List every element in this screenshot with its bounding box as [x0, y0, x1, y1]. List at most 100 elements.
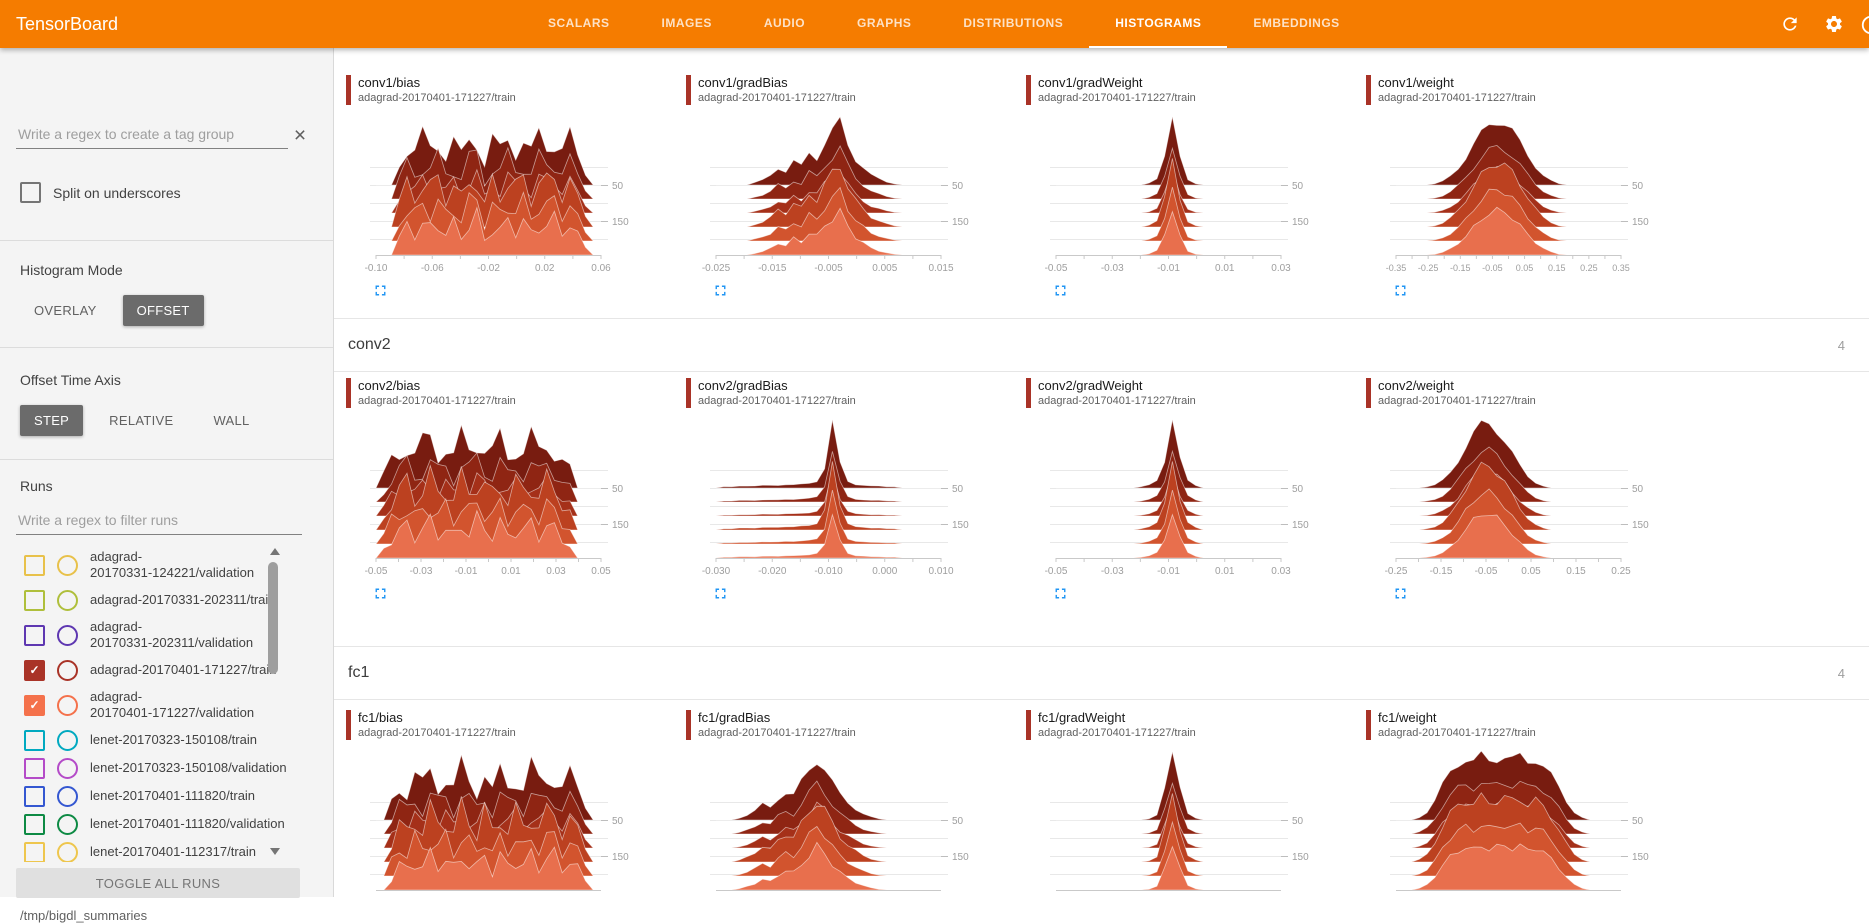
run-item[interactable]: ✓ adagrad-20170401-171227/train — [0, 656, 333, 684]
run-checkbox[interactable] — [24, 757, 45, 779]
run-item[interactable]: adagrad-20170331-202311/train — [0, 586, 333, 614]
histogram-card: conv1/weight adagrad-20170401-171227/trai… — [1366, 75, 1696, 299]
histogram-chart[interactable]: 50 150 -0.030 -0.020 -0.010 0.000 0.010 — [686, 413, 1016, 585]
run-checkbox[interactable] — [24, 813, 45, 835]
tag-group-header-conv2[interactable]: conv2 4 — [334, 318, 1869, 372]
svg-text:50: 50 — [1632, 484, 1644, 495]
run-item[interactable]: lenet-20170401-111820/train — [0, 782, 333, 810]
scroll-up-arrow-icon[interactable] — [270, 548, 280, 555]
run-radio[interactable] — [57, 659, 78, 681]
run-radio[interactable] — [57, 841, 78, 862]
tab-scalars[interactable]: SCALARS — [548, 16, 610, 30]
fullscreen-icon[interactable] — [372, 282, 389, 299]
histogram-chart[interactable]: 50 150 — [1026, 745, 1356, 897]
card-header: conv1/weight adagrad-20170401-171227/trai… — [1366, 75, 1696, 105]
tab-audio[interactable]: AUDIO — [763, 16, 806, 30]
mode-offset-button[interactable]: OFFSET — [122, 295, 204, 326]
axis-step-button[interactable]: STEP — [20, 405, 84, 436]
fullscreen-icon[interactable] — [1052, 585, 1069, 602]
run-radio[interactable] — [57, 589, 78, 611]
run-radio[interactable] — [57, 729, 78, 751]
settings-gear-icon[interactable] — [1824, 14, 1844, 34]
runs-filter-input[interactable] — [16, 508, 302, 535]
split-underscores-row[interactable]: Split on underscores — [20, 182, 181, 203]
card-tag-title: fc1/gradWeight — [1038, 710, 1126, 725]
histogram-chart[interactable]: 50 150 -0.025 -0.015 -0.005 0.005 0.015 — [686, 110, 1016, 282]
tab-histograms[interactable]: HISTOGRAMS — [1089, 0, 1228, 48]
run-item[interactable]: lenet-20170401-112317/train — [0, 838, 333, 862]
run-checkbox[interactable]: ✓ — [24, 659, 45, 681]
histogram-chart[interactable]: 50 150 -0.35 -0.25 -0.15 -0.05 0.05 0.15 0.25 0.3… — [1366, 110, 1696, 282]
histogram-chart[interactable]: 50 150 -0.25 -0.15 -0.05 0.05 0.15 0.25 — [1366, 413, 1696, 585]
tab-images[interactable]: IMAGES — [661, 16, 712, 30]
run-checkbox[interactable] — [24, 624, 45, 646]
fullscreen-icon[interactable] — [1052, 282, 1069, 299]
run-item[interactable]: adagrad- 20170331-124221/validation — [0, 544, 333, 586]
run-checkbox[interactable] — [24, 589, 45, 611]
clear-icon[interactable]: × — [293, 123, 307, 147]
tag-group-regex-input[interactable] — [16, 122, 288, 149]
run-checkbox[interactable] — [24, 729, 45, 751]
histogram-chart[interactable]: 50 150 — [346, 745, 676, 897]
svg-text:150: 150 — [952, 852, 969, 863]
run-radio[interactable] — [57, 554, 78, 576]
help-icon[interactable] — [1860, 14, 1869, 34]
fullscreen-icon[interactable] — [1392, 585, 1409, 602]
tab-embeddings[interactable]: EMBEDDINGS — [1253, 16, 1340, 30]
refresh-icon[interactable] — [1780, 14, 1800, 34]
card-run-name: adagrad-20170401-171227/train — [698, 92, 856, 104]
histogram-card: conv2/gradBias adagrad-20170401-171227/tr… — [686, 378, 1016, 602]
run-item[interactable]: ✓ adagrad- 20170401-171227/validation — [0, 684, 333, 726]
tab-distributions[interactable]: DISTRIBUTIONS — [963, 16, 1064, 30]
card-header: conv2/gradBias adagrad-20170401-171227/tr… — [686, 378, 1016, 408]
run-item[interactable]: lenet-20170323-150108/validation — [0, 754, 333, 782]
runs-filter-row — [16, 508, 302, 535]
axis-wall-button[interactable]: WALL — [213, 413, 250, 428]
toggle-all-runs-button[interactable]: TOGGLE ALL RUNS — [16, 868, 300, 898]
run-checkbox[interactable] — [24, 554, 45, 576]
histogram-card: conv1/bias adagrad-20170401-171227/train 5… — [346, 75, 676, 299]
histogram-chart[interactable]: 50 150 -0.10 -0.06 -0.02 0.02 0.06 — [346, 110, 676, 282]
histogram-chart[interactable]: 50 150 — [1366, 745, 1696, 897]
run-radio[interactable] — [57, 785, 78, 807]
tag-group-header-fc1[interactable]: fc1 4 — [334, 646, 1869, 700]
histogram-chart[interactable]: 50 150 -0.05 -0.03 -0.01 0.01 0.03 0.05 — [346, 413, 676, 585]
fullscreen-icon[interactable] — [712, 585, 729, 602]
histogram-chart[interactable]: 50 150 — [686, 745, 1016, 897]
card-tag-title: conv1/weight — [1378, 75, 1454, 90]
run-radio[interactable] — [57, 624, 78, 646]
chart-container: 50 150 — [1026, 745, 1356, 897]
run-radio[interactable] — [57, 694, 78, 716]
svg-text:-0.01: -0.01 — [1157, 263, 1180, 274]
run-radio[interactable] — [57, 757, 78, 779]
split-underscores-checkbox[interactable] — [20, 182, 41, 203]
card-header: fc1/weight adagrad-20170401-171227/train — [1366, 710, 1696, 740]
fullscreen-icon[interactable] — [1392, 282, 1409, 299]
fullscreen-icon[interactable] — [712, 282, 729, 299]
histogram-mode-buttons: OVERLAY OFFSET — [20, 295, 216, 326]
svg-text:-0.03: -0.03 — [1101, 263, 1124, 274]
run-checkbox[interactable]: ✓ — [24, 694, 45, 716]
histogram-chart[interactable]: 50 150 -0.05 -0.03 -0.01 0.01 0.03 — [1026, 413, 1356, 585]
svg-text:-0.25: -0.25 — [1418, 263, 1439, 273]
run-color-bar — [686, 710, 691, 740]
mode-overlay-button[interactable]: OVERLAY — [34, 303, 97, 318]
axis-relative-button[interactable]: RELATIVE — [109, 413, 174, 428]
run-item[interactable]: lenet-20170323-150108/train — [0, 726, 333, 754]
histogram-chart[interactable]: 50 150 -0.05 -0.03 -0.01 0.01 0.03 — [1026, 110, 1356, 282]
svg-text:150: 150 — [1632, 217, 1649, 228]
tab-graphs[interactable]: GRAPHS — [857, 16, 912, 30]
scroll-down-arrow-icon[interactable] — [270, 848, 280, 855]
tag-group-count: 4 — [1837, 665, 1845, 681]
histogram-card: conv2/bias adagrad-20170401-171227/train 5… — [346, 378, 676, 602]
run-checkbox[interactable] — [24, 785, 45, 807]
run-radio[interactable] — [57, 813, 78, 835]
run-item[interactable]: adagrad- 20170331-202311/validation — [0, 614, 333, 656]
tag-group-cards-conv2: conv2/bias adagrad-20170401-171227/train 5… — [334, 378, 1869, 602]
run-checkbox[interactable] — [24, 841, 45, 862]
fullscreen-icon[interactable] — [372, 585, 389, 602]
run-item[interactable]: lenet-20170401-111820/validation — [0, 810, 333, 838]
scrollbar-thumb[interactable] — [268, 562, 278, 674]
chart-container: 50 150 -0.10 -0.06 -0.02 0.02 0.06 — [346, 110, 676, 282]
